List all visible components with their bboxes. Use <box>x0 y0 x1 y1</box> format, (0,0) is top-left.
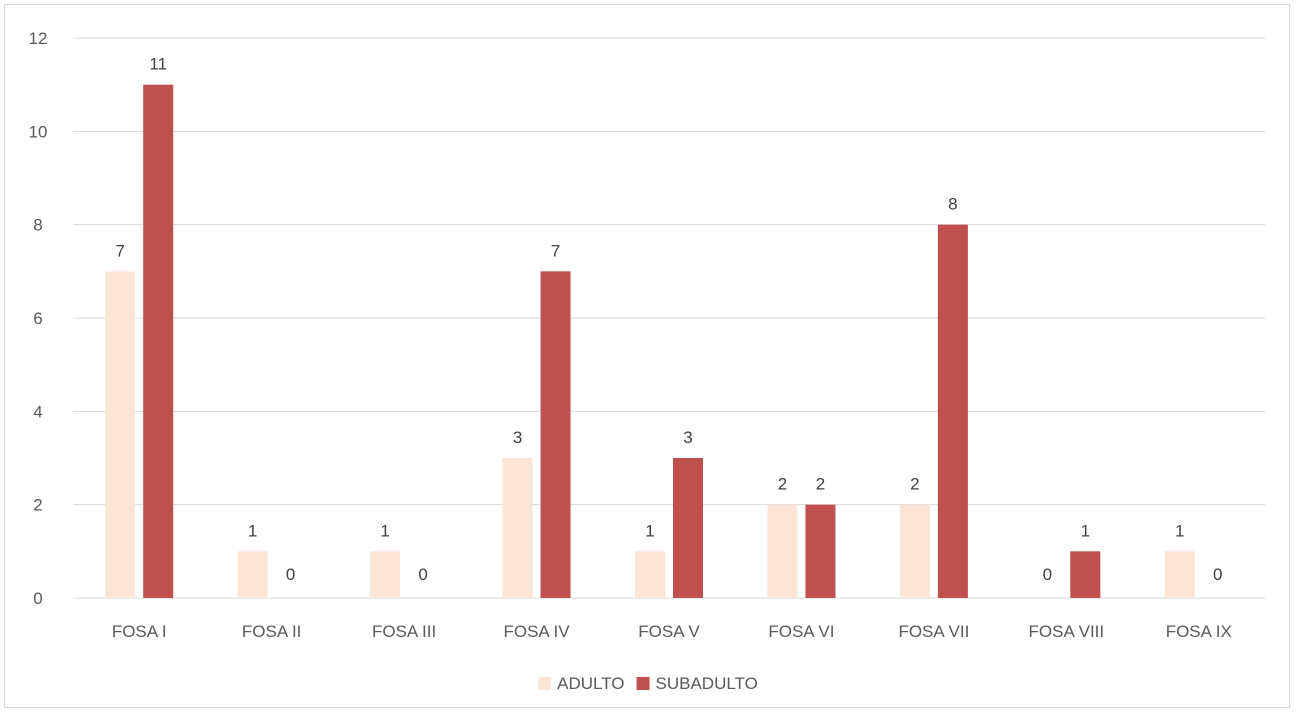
data-label: 2 <box>910 475 919 494</box>
x-tick-label: FOSA IX <box>1166 622 1232 641</box>
data-label: 1 <box>1081 521 1090 540</box>
y-tick-label: 8 <box>33 216 42 235</box>
data-label: 3 <box>683 428 692 447</box>
data-label: 7 <box>551 241 560 260</box>
bar <box>237 551 268 598</box>
y-tick-label: 6 <box>33 309 42 328</box>
y-tick-label: 0 <box>33 589 42 608</box>
x-tick-label: FOSA IV <box>503 622 570 641</box>
bar <box>502 458 533 598</box>
bar <box>937 224 968 598</box>
data-label: 1 <box>248 521 257 540</box>
data-label: 0 <box>1213 565 1222 584</box>
data-label: 2 <box>778 475 787 494</box>
y-axis: 0 2 4 6 8 10 12 <box>29 29 48 608</box>
data-label: 2 <box>816 475 825 494</box>
data-label: 7 <box>115 241 124 260</box>
bar <box>805 504 836 598</box>
bar <box>105 271 136 598</box>
data-label: 0 <box>418 565 427 584</box>
legend: ADULTO SUBADULTO <box>538 674 758 693</box>
x-tick-label: FOSA III <box>372 622 436 641</box>
x-tick-label: FOSA VIII <box>1029 622 1105 641</box>
data-label: 0 <box>286 565 295 584</box>
x-tick-label: FOSA VII <box>898 622 969 641</box>
bar <box>1070 551 1101 598</box>
y-tick-label: 12 <box>29 29 48 48</box>
data-label: 3 <box>513 428 522 447</box>
bar <box>540 271 571 598</box>
y-tick-label: 2 <box>33 496 42 515</box>
data-label: 8 <box>948 195 957 214</box>
data-label: 11 <box>149 55 167 74</box>
bar <box>370 551 401 598</box>
bars <box>105 84 1195 598</box>
x-tick-label: FOSA V <box>638 622 700 641</box>
bar <box>899 504 930 598</box>
data-label: 1 <box>645 521 654 540</box>
legend-label: ADULTO <box>557 674 624 693</box>
data-label: 0 <box>1043 565 1052 584</box>
bar <box>635 551 665 598</box>
y-tick-label: 10 <box>29 122 48 141</box>
bar <box>767 504 798 598</box>
x-axis: FOSA I FOSA II FOSA III FOSA IV FOSA V FOSA V… <box>112 622 1232 641</box>
data-label: 1 <box>380 521 389 540</box>
legend-swatch <box>538 677 552 690</box>
data-label: 1 <box>1175 521 1184 540</box>
bar <box>673 458 703 598</box>
bar <box>1164 551 1195 598</box>
x-tick-label: FOSA VI <box>768 622 834 641</box>
legend-label: SUBADULTO <box>656 674 758 693</box>
x-tick-label: FOSA I <box>112 622 167 641</box>
legend-swatch <box>636 677 650 690</box>
bar <box>143 84 174 598</box>
y-tick-label: 4 <box>33 402 42 421</box>
x-tick-label: FOSA II <box>242 622 302 641</box>
gridlines <box>73 37 1265 599</box>
